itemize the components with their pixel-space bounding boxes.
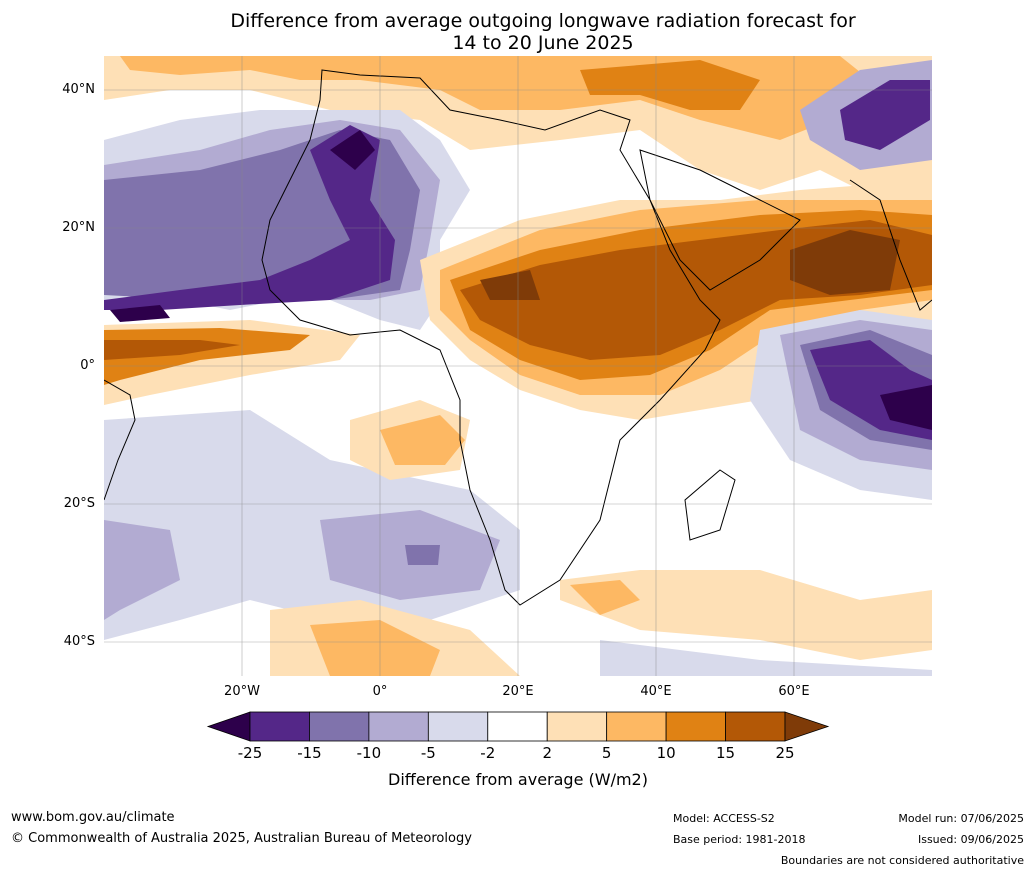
lat-label-20n: 20°N — [62, 220, 95, 235]
madagascar-coastline — [684, 469, 736, 541]
lon-label-0: 0° — [372, 684, 388, 699]
colorbar-swatch — [725, 711, 786, 742]
anomaly-region — [330, 130, 375, 170]
lat-label-20s: 20°S — [63, 496, 95, 511]
colorbar-tick-label: 10 — [656, 744, 676, 762]
anomaly-region — [600, 640, 932, 676]
south-america-coastline — [104, 379, 136, 501]
anomaly-region — [560, 570, 932, 660]
colorbar-tick-label: 5 — [601, 744, 612, 762]
gridlines — [104, 56, 932, 676]
colorbar-arrow-high — [784, 711, 830, 742]
colorbar-swatch — [546, 711, 608, 742]
footer-copyright: © Commonwealth of Australia 2025, Austra… — [11, 831, 472, 846]
map-title: Difference from average outgoing longwav… — [0, 10, 1035, 54]
lat-label-40n: 40°N — [62, 82, 95, 97]
colorbar-swatch — [665, 711, 726, 742]
colorbar-tick-label: -10 — [356, 744, 382, 762]
colorbar-tick-label: -25 — [237, 744, 263, 762]
anomaly-region — [840, 80, 930, 150]
arabia-coastline — [639, 149, 801, 291]
anomaly-region — [570, 580, 640, 615]
lat-label-0: 0° — [80, 358, 95, 373]
footer-model-run: Model run: 07/06/2025 — [898, 812, 1024, 825]
lon-label-20e: 20°E — [502, 684, 534, 699]
title-line-2: 14 to 20 June 2025 — [452, 32, 634, 54]
anomaly-region — [480, 270, 540, 300]
colorbar-tick-label: 2 — [542, 744, 552, 762]
anomaly-region — [790, 230, 900, 295]
footer-base-period: Base period: 1981-2018 — [673, 833, 806, 846]
colorbar-swatch — [368, 711, 429, 742]
footer-disclaimer: Boundaries are not considered authoritat… — [780, 854, 1024, 867]
anomaly-region — [104, 340, 240, 360]
anomaly-region — [104, 520, 180, 620]
anomaly-region — [380, 415, 465, 465]
anomaly-region — [110, 305, 170, 322]
anomaly-region — [104, 125, 395, 310]
lat-label-40s: 40°S — [63, 634, 95, 649]
lon-label-40e: 40°E — [640, 684, 672, 699]
colorbar-tick-label: -15 — [297, 744, 322, 762]
colorbar — [206, 711, 830, 742]
footer-issued: Issued: 09/06/2025 — [917, 833, 1024, 846]
colorbar-tick-label: -5 — [420, 744, 436, 762]
africa-coastline — [261, 69, 721, 606]
colorbar-tick-label: 15 — [716, 744, 736, 762]
colorbar-swatch — [487, 711, 548, 742]
colorbar-swatch — [606, 711, 667, 742]
anomaly-region — [580, 60, 760, 110]
anomaly-region — [405, 545, 440, 565]
anomaly-region — [880, 385, 932, 430]
lon-label-60e: 60°E — [778, 684, 810, 699]
colorbar-swatch — [249, 711, 310, 742]
india-coastline — [849, 179, 932, 311]
colorbar-swatch — [427, 711, 489, 742]
footer-website: www.bom.gov.au/climate — [11, 810, 175, 825]
colorbar-arrow-low — [206, 711, 251, 742]
lon-label-20w: 20°W — [224, 684, 260, 699]
title-line-1: Difference from average outgoing longwav… — [230, 10, 856, 32]
colorbar-tick-label: -2 — [480, 744, 496, 762]
legend-title: Difference from average (W/m2) — [388, 770, 648, 789]
footer-model: Model: ACCESS-S2 — [673, 812, 775, 825]
colorbar-swatch — [309, 711, 370, 742]
colorbar-tick-label: 25 — [775, 744, 795, 762]
anomaly-region — [310, 620, 440, 676]
